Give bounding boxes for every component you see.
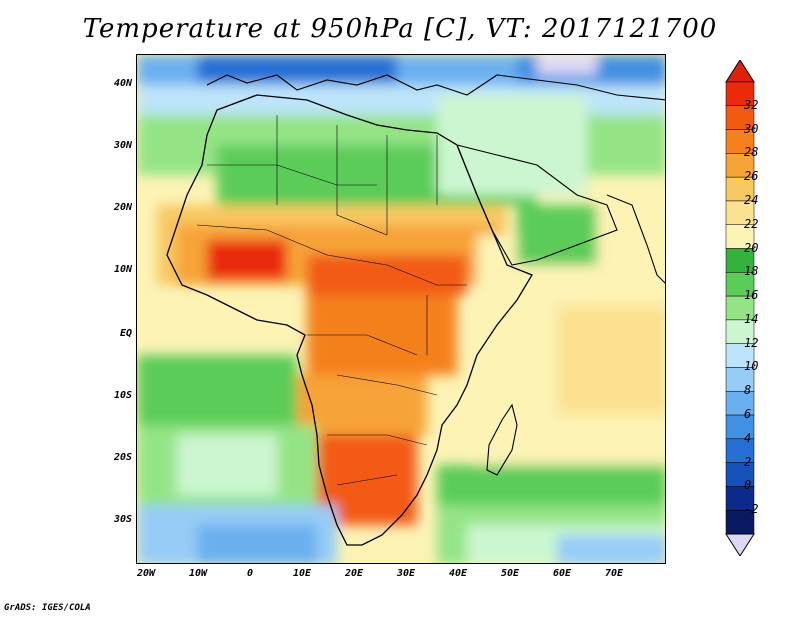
lat-label: 10S (113, 390, 132, 401)
lon-label: 0 (246, 568, 254, 579)
colorbar-label: 22 (744, 216, 759, 231)
lat-label: 10N (113, 264, 132, 275)
colorbar-label: -2 (744, 502, 759, 517)
lon-label: 30E (396, 568, 416, 579)
colorbar-label: 24 (744, 192, 759, 207)
colorbar-label: 32 (744, 97, 759, 112)
lon-label: 10W (188, 568, 208, 579)
lat-label: 20N (113, 202, 132, 213)
lat-label: 30N (113, 140, 132, 151)
lon-label: 20W (136, 568, 156, 579)
colorbar-label: 16 (744, 288, 759, 303)
colorbar (725, 60, 755, 556)
colorbar-label: 14 (744, 311, 759, 326)
lon-label: 50E (500, 568, 520, 579)
temperature-map (136, 54, 666, 564)
colorbar-label: 8 (744, 383, 752, 398)
colorbar-label: 6 (744, 407, 752, 422)
colorbar-label: 28 (744, 145, 759, 160)
lat-label: EQ (119, 328, 132, 339)
colorbar-over-triangle (725, 60, 755, 83)
colorbar-label: 18 (744, 264, 759, 279)
map-canvas (137, 55, 665, 563)
colorbar-label: 20 (744, 240, 759, 255)
colorbar-label: 26 (744, 169, 759, 184)
india-coastline (606, 194, 665, 284)
lon-label: 60E (552, 568, 572, 579)
colorbar-label: 10 (744, 359, 759, 374)
colorbar-under-triangle (725, 533, 755, 556)
colorbar-label: 2 (744, 454, 752, 469)
lon-label: 70E (604, 568, 624, 579)
lat-label: 40N (113, 78, 132, 89)
colorbar-label: 12 (744, 335, 759, 350)
lon-label: 40E (448, 568, 468, 579)
colorbar-label: 4 (744, 430, 752, 445)
colorbar-label: 30 (744, 121, 759, 136)
lon-label: 20E (344, 568, 364, 579)
lat-label: 20S (113, 452, 132, 463)
madagascar-coastline (486, 403, 518, 476)
arabia-coastline (456, 144, 618, 266)
colorbar-label: 0 (744, 478, 752, 493)
credit-text: GrADS: IGES/COLA (4, 603, 91, 613)
lon-label: 10E (292, 568, 312, 579)
country-borders (196, 115, 467, 486)
europe-coastline (206, 74, 665, 101)
map-title: Temperature at 950hPa [C], VT: 201712170… (82, 14, 718, 44)
lat-label: 30S (113, 514, 132, 525)
